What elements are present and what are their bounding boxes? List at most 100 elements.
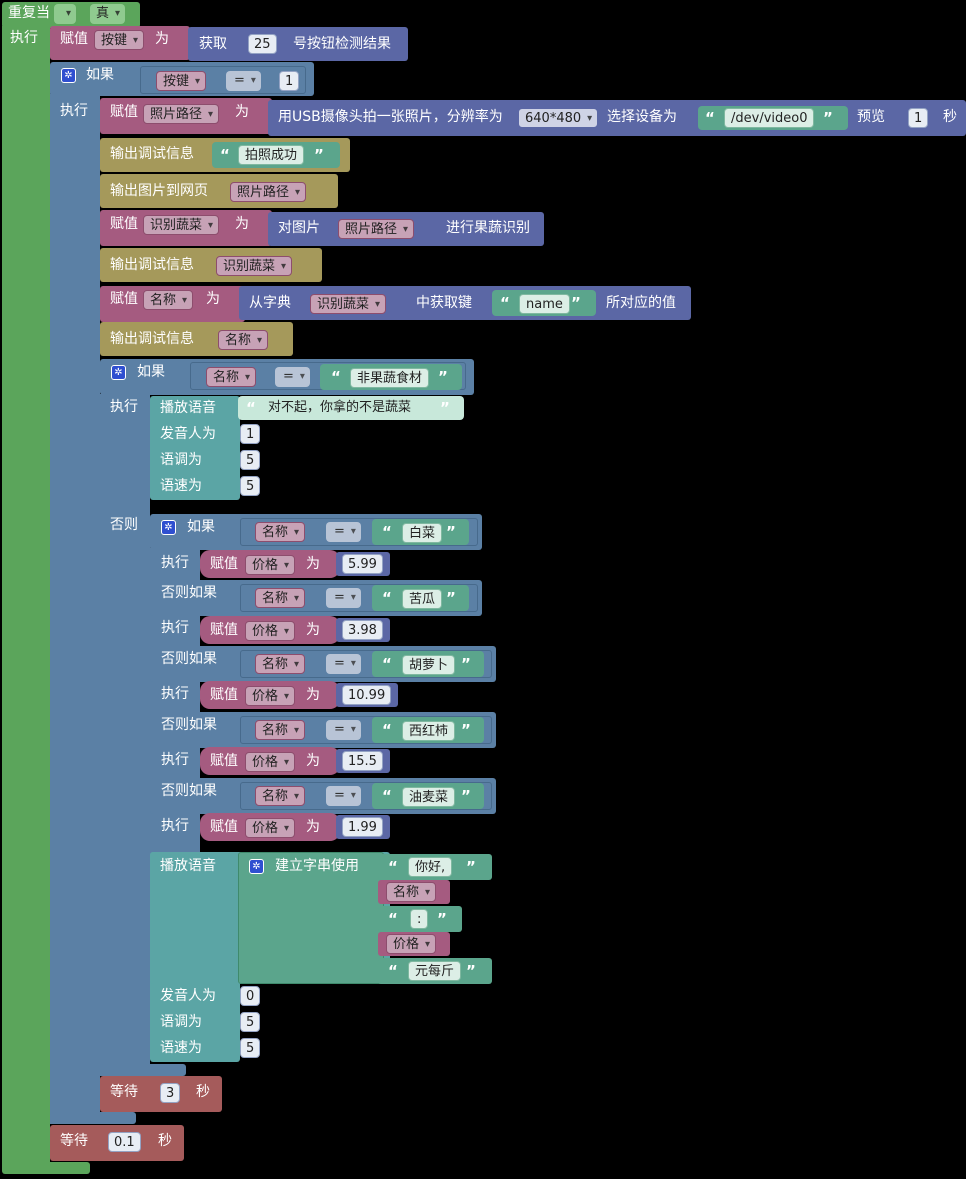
- get-button-block[interactable]: [188, 27, 408, 61]
- branch-do-label: 执行: [161, 555, 189, 571]
- quote-close-icon: ”: [437, 910, 447, 928]
- if-name-spine: [100, 394, 150, 1076]
- seconds-label: 秒: [196, 1084, 210, 1100]
- price-var-dropdown[interactable]: 价格: [245, 686, 296, 707]
- price-var-dropdown[interactable]: 价格: [245, 621, 296, 642]
- price-input[interactable]: 1.99: [342, 817, 383, 837]
- quote-close-icon: ”: [461, 787, 471, 805]
- usb-camera-block[interactable]: [268, 100, 966, 136]
- compare-var-dropdown[interactable]: 名称: [255, 786, 306, 807]
- price-var-dropdown[interactable]: 价格: [245, 555, 296, 576]
- quote-open-icon: “: [246, 399, 256, 417]
- compare-value-input[interactable]: 1: [279, 71, 300, 91]
- debug-string-input[interactable]: 拍照成功: [238, 145, 305, 165]
- wait-input[interactable]: 0.1: [108, 1132, 141, 1152]
- if-do-label: 执行: [110, 399, 138, 415]
- recognize-suffix-label: 进行果蔬识别: [446, 220, 530, 236]
- preview-input[interactable]: 1: [908, 108, 929, 128]
- equals-operator-dropdown[interactable]: =: [326, 654, 361, 674]
- dict-key-input[interactable]: name: [519, 294, 570, 314]
- branch-do-label: 执行: [161, 686, 189, 702]
- compare-var-dropdown[interactable]: 名称: [255, 522, 306, 543]
- price-var-dropdown[interactable]: 价格: [245, 752, 296, 773]
- set-label: 赋值: [110, 216, 138, 232]
- speed-input[interactable]: 5: [240, 1038, 261, 1058]
- recognize-label: 对图片: [278, 220, 320, 236]
- gear-icon[interactable]: ✲: [61, 68, 76, 83]
- play-voice-block-1[interactable]: [150, 396, 240, 500]
- price-var-dropdown[interactable]: 价格: [245, 818, 296, 839]
- equals-operator-dropdown[interactable]: =: [275, 367, 310, 387]
- debug-output-label: 输出调试信息: [110, 331, 194, 347]
- if-label: 如果: [187, 519, 215, 535]
- pitch-input[interactable]: 5: [240, 450, 261, 470]
- button-number-input[interactable]: 25: [248, 34, 277, 54]
- to-label: 为: [306, 753, 320, 769]
- var-recognize-dropdown[interactable]: 识别蔬菜: [143, 215, 220, 236]
- if-label: 如果: [86, 67, 114, 83]
- speaker-input[interactable]: 1: [240, 424, 261, 444]
- join-var-dropdown[interactable]: 名称: [386, 882, 437, 903]
- join-part-input[interactable]: 你好,: [408, 857, 453, 877]
- quote-close-icon: ”: [438, 368, 448, 386]
- join-part-input[interactable]: :: [410, 909, 429, 929]
- output-image-var-dropdown[interactable]: 照片路径: [230, 182, 307, 203]
- compare-string-input[interactable]: 胡萝卜: [402, 655, 456, 675]
- compare-string-input[interactable]: 非果蔬食材: [350, 368, 430, 388]
- branch-do-label: 执行: [161, 818, 189, 834]
- join-part-input[interactable]: 元每斤: [408, 961, 462, 981]
- var-button-dropdown[interactable]: 按键: [94, 30, 145, 51]
- resolution-dropdown[interactable]: 640*480: [518, 108, 599, 129]
- equals-operator-dropdown[interactable]: =: [326, 588, 361, 608]
- set-label: 赋值: [210, 556, 238, 572]
- gear-icon[interactable]: ✲: [249, 859, 264, 874]
- debug-var-dropdown[interactable]: 识别蔬菜: [216, 256, 293, 277]
- price-input[interactable]: 10.99: [342, 685, 392, 705]
- set-label: 赋值: [110, 104, 138, 120]
- string-join-block[interactable]: [238, 852, 384, 984]
- compare-var-dropdown[interactable]: 名称: [206, 367, 257, 388]
- voice-string-input[interactable]: 对不起，你拿的不是蔬菜: [268, 400, 412, 415]
- quote-open-icon: “: [382, 721, 392, 739]
- quote-open-icon: “: [382, 655, 392, 673]
- repeat-while-footer: [2, 1162, 90, 1174]
- pitch-input[interactable]: 5: [240, 1012, 261, 1032]
- equals-operator-dropdown[interactable]: =: [226, 71, 261, 91]
- repeat-mode-dropdown[interactable]: [54, 4, 76, 24]
- debug-name-dropdown[interactable]: 名称: [218, 330, 269, 351]
- device-label: 选择设备为: [607, 109, 677, 125]
- dict-var-dropdown[interactable]: 识别蔬菜: [310, 294, 387, 315]
- compare-string-input[interactable]: 西红柿: [402, 721, 456, 741]
- gear-icon[interactable]: ✲: [111, 365, 126, 380]
- gear-icon[interactable]: ✲: [161, 520, 176, 535]
- join-var-dropdown[interactable]: 价格: [386, 934, 437, 955]
- repeat-while-label: 重复当: [8, 5, 50, 21]
- equals-operator-dropdown[interactable]: =: [326, 786, 361, 806]
- compare-var-dropdown[interactable]: 按键: [156, 71, 207, 92]
- compare-string-input[interactable]: 苦瓜: [402, 589, 443, 609]
- equals-operator-dropdown[interactable]: =: [326, 720, 361, 740]
- device-input[interactable]: /dev/video0: [724, 108, 815, 128]
- recognize-image-var-dropdown[interactable]: 照片路径: [338, 219, 415, 240]
- speaker-input[interactable]: 0: [240, 986, 261, 1006]
- debug-output-label: 输出调试信息: [110, 257, 194, 273]
- var-photo-path-dropdown[interactable]: 照片路径: [143, 104, 220, 125]
- price-input[interactable]: 5.99: [342, 554, 383, 574]
- price-input[interactable]: 15.5: [342, 751, 383, 771]
- branch-do-label: 执行: [161, 620, 189, 636]
- else-if-label: 否则如果: [161, 585, 217, 601]
- compare-var-dropdown[interactable]: 名称: [255, 654, 306, 675]
- set-label: 赋值: [210, 819, 238, 835]
- wait-input[interactable]: 3: [160, 1083, 181, 1103]
- compare-var-dropdown[interactable]: 名称: [255, 588, 306, 609]
- condition-true-dropdown[interactable]: 真: [90, 4, 126, 24]
- compare-string-input[interactable]: 白菜: [402, 523, 443, 543]
- equals-operator-dropdown[interactable]: =: [326, 522, 361, 542]
- speed-label: 语速为: [160, 478, 202, 494]
- var-name-dropdown[interactable]: 名称: [143, 290, 194, 311]
- compare-var-dropdown[interactable]: 名称: [255, 720, 306, 741]
- voice-string-block[interactable]: [238, 396, 464, 420]
- speed-input[interactable]: 5: [240, 476, 261, 496]
- price-input[interactable]: 3.98: [342, 620, 383, 640]
- compare-string-input[interactable]: 油麦菜: [402, 787, 456, 807]
